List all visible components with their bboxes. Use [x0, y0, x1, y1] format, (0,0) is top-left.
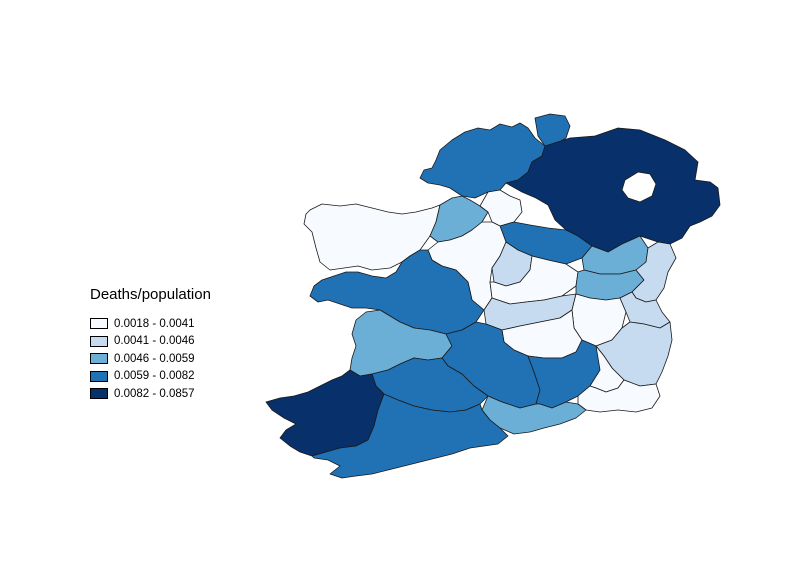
legend-item: 0.0018 - 0.0041 — [90, 315, 211, 333]
legend-item: 0.0059 - 0.0082 — [90, 368, 211, 386]
legend: Deaths/population 0.0018 - 0.0041 0.0041… — [90, 286, 211, 403]
region-cork — [311, 393, 509, 479]
legend-label: 0.0046 - 0.0059 — [114, 352, 195, 365]
legend-item: 0.0082 - 0.0857 — [90, 385, 211, 403]
legend-label: 0.0059 - 0.0082 — [114, 370, 195, 383]
legend-label: 0.0082 - 0.0857 — [114, 387, 195, 400]
region-dublin — [619, 291, 671, 329]
legend-swatch — [90, 335, 108, 347]
region-leitrim — [479, 189, 523, 227]
legend-item: 0.0046 - 0.0059 — [90, 350, 211, 368]
legend-swatch — [90, 353, 108, 365]
lough-neagh — [621, 171, 657, 203]
legend-swatch — [90, 370, 108, 382]
legend-title: Deaths/population — [90, 286, 211, 303]
region-inishowen — [534, 113, 571, 147]
legend-label: 0.0018 - 0.0041 — [114, 317, 195, 330]
legend-swatch — [90, 318, 108, 330]
legend-item: 0.0041 - 0.0046 — [90, 333, 211, 351]
legend-label: 0.0041 - 0.0046 — [114, 335, 195, 348]
region-louth — [631, 241, 677, 303]
legend-swatch — [90, 388, 108, 400]
